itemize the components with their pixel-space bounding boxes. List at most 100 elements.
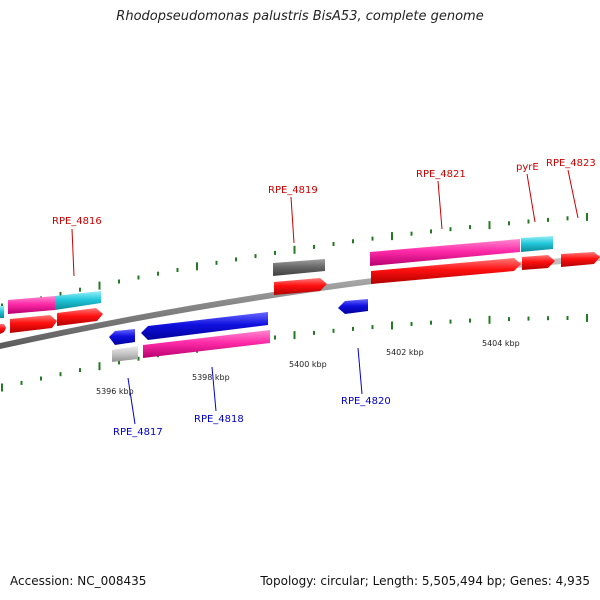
cds-arrow[interactable] [10,315,57,333]
cds-arrow-rpe4820[interactable] [338,299,368,314]
cds-arrow[interactable] [371,258,521,284]
minor-tick [254,254,257,259]
minor-tick [313,244,315,249]
cds-arrow-rpe4817[interactable] [109,329,135,345]
minor-tick [20,380,23,385]
connector-rpe4823 [567,169,579,219]
minor-tick [547,217,549,222]
minor-tick [566,216,569,221]
tick-label-5396: 5396 kbp [96,387,134,396]
accession-text: Accession: NC_008435 [10,574,147,588]
minor-tick [469,318,471,323]
cds-arrow[interactable] [561,252,600,267]
minor-tick [118,279,120,284]
gene-label-rpe4820[interactable]: RPE_4820 [341,396,391,407]
minor-tick [371,325,374,330]
gene-feature-rpe4818[interactable] [143,330,270,358]
connector-pyre [526,173,536,223]
gene-label-rpe4819[interactable]: RPE_4819 [268,185,318,196]
minor-tick [469,225,471,230]
cds-arrow[interactable] [274,278,327,295]
gene-label-pyre[interactable]: pyrE [516,162,539,173]
minor-tick [59,292,62,296]
major-tick [488,221,491,230]
connector-rpe4816 [71,228,75,277]
minor-tick [40,376,42,381]
minor-tick [274,335,276,340]
cds-arrow[interactable] [57,308,103,326]
minor-tick [527,316,530,321]
cds-arrow-rpe4818[interactable] [141,312,268,340]
major-tick [98,362,101,371]
minor-tick [59,372,62,377]
minor-tick [79,368,81,373]
minor-tick [118,360,120,365]
label-connectors [71,169,579,425]
gene-label-rpe4823[interactable]: RPE_4823 [546,158,596,169]
gene-labels: RPE_4816 RPE_4819 RPE_4821 pyrE RPE_4823… [52,158,596,438]
genome-title: Rhodopseudomonas palustris BisA53, compl… [116,9,484,24]
minor-tick [371,236,374,241]
cds-arrow[interactable] [522,255,555,270]
forward-gene-track [0,236,553,318]
major-tick [293,245,296,254]
tick-label-5402: 5402 kbp [386,348,424,357]
minor-tick [332,242,335,246]
minor-tick [157,271,159,276]
major-tick [586,313,588,322]
minor-tick [332,328,335,333]
gene-label-rpe4817[interactable]: RPE_4817 [113,427,163,438]
tick-label-5404: 5404 kbp [482,339,520,348]
major-tick [293,331,296,340]
minor-tick [176,268,179,272]
major-tick [196,262,198,271]
gene-feature-rpe4819[interactable] [273,259,325,276]
minor-tick [547,316,549,321]
forward-cds-track [0,252,600,334]
major-tick [586,212,588,221]
gene-label-rpe4816[interactable]: RPE_4816 [52,216,102,227]
minor-tick [527,219,530,224]
gene-feature-rpe4816[interactable] [8,296,55,314]
major-tick [1,383,3,392]
major-tick [391,232,393,241]
connector-rpe4817 [127,377,136,425]
minor-tick [352,326,354,331]
coordinate-labels: 5396 kbp 5398 kbp 5400 kbp 5402 kbp 5404… [96,339,520,396]
minor-tick [430,320,432,325]
minor-tick [449,227,452,232]
connector-rpe4820 [357,347,363,395]
minor-tick [313,330,315,335]
minor-tick [449,319,452,324]
gene-feature[interactable] [0,306,4,318]
tick-label-5400: 5400 kbp [289,360,327,369]
minor-tick [508,221,510,226]
major-tick [488,315,491,324]
gene-label-rpe4821[interactable]: RPE_4821 [416,169,466,180]
gene-feature-rpe4821[interactable] [370,239,520,266]
minor-tick [79,287,81,292]
gene-feature-rpe4817[interactable] [112,346,138,362]
reverse-cds-track [109,299,368,345]
genome-stats-text: Topology: circular; Length: 5,505,494 bp… [260,574,590,588]
connector-rpe4818 [211,366,217,412]
minor-tick [430,229,432,234]
connector-rpe4819 [290,196,295,244]
gene-label-rpe4818[interactable]: RPE_4818 [194,414,244,425]
minor-tick [508,317,510,322]
gene-feature-pyre[interactable] [521,236,553,252]
gene-feature[interactable] [55,291,101,310]
minor-tick [410,231,413,236]
cds-arrow[interactable] [0,324,6,334]
minor-tick [137,275,140,280]
major-tick [98,281,101,290]
minor-tick [352,239,354,244]
minor-tick [215,260,218,265]
major-tick [391,321,393,330]
connector-rpe4821 [437,180,443,230]
minor-tick [566,316,569,320]
tick-label-5398: 5398 kbp [192,373,230,382]
minor-tick [235,257,237,262]
